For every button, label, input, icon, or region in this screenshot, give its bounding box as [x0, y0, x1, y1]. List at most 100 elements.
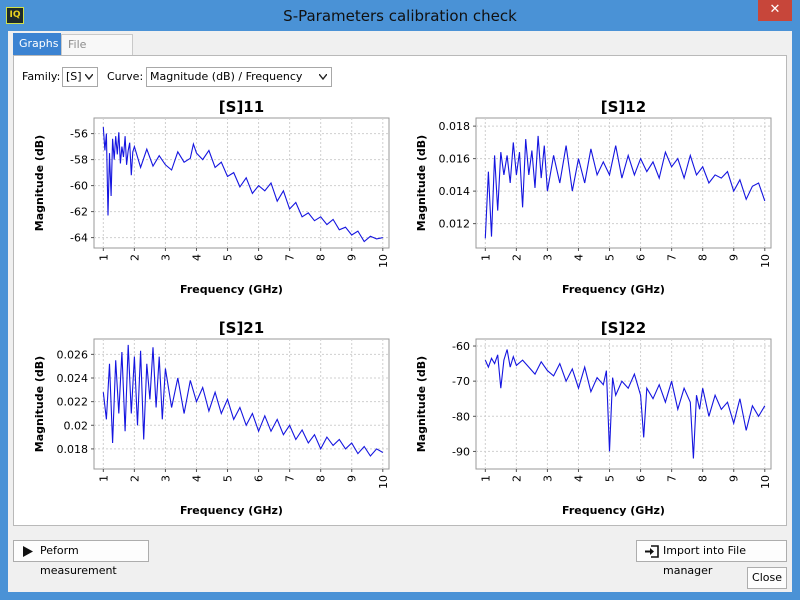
series-line: [484, 135, 766, 239]
x-tick-label: 8: [697, 254, 710, 261]
plot-area: [475, 117, 772, 249]
x-tick-label: 6: [635, 254, 648, 261]
chart-title: [S]21: [219, 319, 264, 337]
x-tick-label: 10: [759, 475, 772, 489]
x-tick-label: 1: [97, 254, 110, 261]
x-tick-label: 3: [159, 254, 172, 261]
plot-area: [475, 338, 772, 470]
x-tick-label: 5: [604, 475, 617, 482]
chart-svg: [S]22 1 2 3 4 5 6 7 8 9 10 -60 -70 -80 -90 Frequency (G…: [415, 319, 772, 517]
y-tick-label: -90: [452, 445, 470, 458]
chart-svg: [S]21 1 2 3 4 5 6 7 8 9 10 0.026 0.024 0.022 0.02 0.018…: [33, 319, 390, 517]
window-close-button[interactable]: ✕: [758, 0, 792, 21]
x-tick-label: 3: [541, 254, 554, 261]
plot-area: [93, 117, 390, 249]
x-axis-label: Frequency (GHz): [562, 283, 665, 296]
x-axis-label: Frequency (GHz): [180, 283, 283, 296]
x-tick-label: 5: [604, 254, 617, 261]
plot-area: [93, 338, 390, 470]
family-select[interactable]: [S]: [62, 67, 98, 87]
x-tick-label: 4: [572, 475, 585, 482]
x-tick-label: 3: [541, 475, 554, 482]
x-tick-label: 6: [635, 475, 648, 482]
x-tick-label: 9: [346, 475, 359, 482]
y-tick-label: -62: [70, 206, 88, 219]
x-tick-label: 1: [479, 475, 492, 482]
app-icon: IQ: [6, 7, 24, 24]
chevron-down-icon: [85, 74, 93, 80]
graphs-panel: Family: [S] Curve: Magnitude (dB) / Freq…: [13, 55, 787, 526]
x-axis-label: Frequency (GHz): [180, 504, 283, 517]
y-tick-label: -80: [452, 410, 470, 423]
y-tick-label: -58: [70, 154, 88, 167]
family-select-value: [S]: [66, 70, 82, 83]
x-tick-label: 10: [377, 254, 390, 268]
y-tick-label: 0.02: [64, 419, 89, 432]
y-tick-label: -64: [70, 232, 88, 245]
x-tick-label: 2: [128, 254, 141, 261]
x-tick-label: 6: [253, 475, 266, 482]
window-title: S-Parameters calibration check: [283, 7, 517, 25]
x-tick-label: 1: [97, 475, 110, 482]
family-label: Family:: [22, 70, 61, 83]
y-tick-label: -70: [452, 375, 470, 388]
perform-measurement-button[interactable]: Peform measurement: [13, 540, 149, 577]
y-axis-label: Magnitude (dB): [415, 135, 428, 231]
chart-svg: [S]12 1 2 3 4 5 6 7 8 9 10 0.018 0.016 0.014 0.012 Freq…: [415, 98, 772, 296]
chart-s21: [S]21 1 2 3 4 5 6 7 8 9 10 0.026 0.024 0.022 0.02 0.018…: [29, 317, 390, 522]
x-tick-label: 6: [253, 254, 266, 261]
import-file-manager-button[interactable]: Import into File manager: [636, 540, 787, 577]
x-tick-label: 1: [479, 254, 492, 261]
import-file-manager-label: Import into File manager: [663, 544, 746, 577]
x-tick-label: 7: [284, 475, 297, 482]
series-line: [484, 349, 766, 459]
curve-select[interactable]: Magnitude (dB) / Frequency: [146, 67, 332, 87]
y-axis-label: Magnitude (dB): [33, 356, 46, 452]
chart-s11: [S]11 1 2 3 4 5 6 7 8 9 10 -56 -58 -60 -62 -64 Frequency…: [29, 96, 390, 301]
y-tick-label: -60: [70, 180, 88, 193]
tab-file-content[interactable]: File content: [61, 34, 133, 70]
x-tick-label: 2: [510, 254, 523, 261]
series-line: [102, 127, 383, 243]
y-tick-label: 0.018: [439, 120, 471, 133]
x-tick-label: 4: [190, 254, 203, 261]
series-line: [102, 344, 384, 457]
close-button[interactable]: Close: [747, 567, 787, 589]
x-tick-label: 2: [510, 475, 523, 482]
curve-label: Curve:: [107, 70, 144, 83]
chart-title: [S]11: [219, 98, 264, 116]
x-axis-label: Frequency (GHz): [562, 504, 665, 517]
import-icon: [645, 545, 659, 558]
x-tick-label: 2: [128, 475, 141, 482]
y-tick-label: 0.018: [57, 443, 89, 456]
x-tick-label: 10: [759, 254, 772, 268]
x-tick-label: 7: [666, 475, 679, 482]
y-tick-label: 0.026: [57, 348, 89, 361]
chart-s12: [S]12 1 2 3 4 5 6 7 8 9 10 0.018 0.016 0.014 0.012 Freq…: [411, 96, 772, 301]
x-tick-label: 5: [222, 475, 235, 482]
chevron-down-icon: [319, 74, 327, 80]
tab-graphs[interactable]: Graphs: [13, 33, 61, 55]
x-tick-label: 5: [222, 254, 235, 261]
x-tick-label: 4: [190, 475, 203, 482]
x-tick-label: 9: [728, 475, 741, 482]
x-tick-label: 7: [666, 254, 679, 261]
chart-title: [S]22: [601, 319, 646, 337]
perform-measurement-label: Peform measurement: [40, 544, 117, 577]
y-tick-label: -56: [70, 128, 88, 141]
x-tick-label: 3: [159, 475, 172, 482]
play-icon: [23, 546, 33, 557]
x-tick-label: 9: [346, 254, 359, 261]
close-button-label: Close: [752, 571, 782, 584]
chart-svg: [S]11 1 2 3 4 5 6 7 8 9 10 -56 -58 -60 -62 -64 Frequency…: [33, 98, 390, 296]
y-tick-label: 0.022: [57, 396, 89, 409]
y-axis-label: Magnitude (dB): [33, 135, 46, 231]
x-tick-label: 9: [728, 254, 741, 261]
x-tick-label: 7: [284, 254, 297, 261]
x-tick-label: 8: [697, 475, 710, 482]
x-tick-label: 8: [315, 475, 328, 482]
y-tick-label: -60: [452, 340, 470, 353]
y-tick-label: 0.024: [57, 372, 89, 385]
x-tick-label: 4: [572, 254, 585, 261]
chart-title: [S]12: [601, 98, 646, 116]
